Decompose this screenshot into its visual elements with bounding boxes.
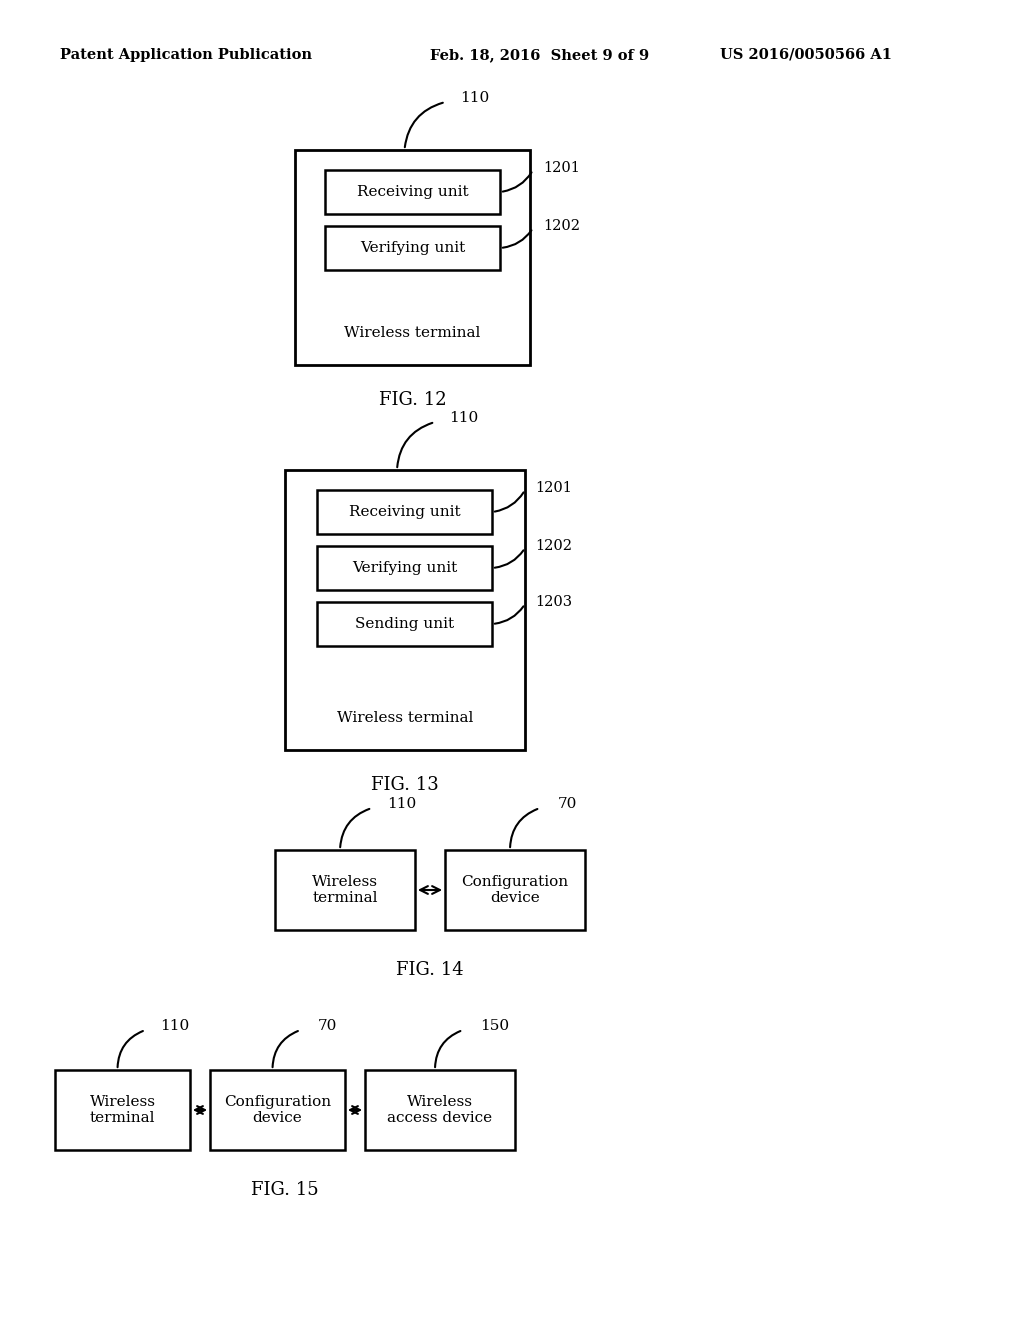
Text: 110: 110 <box>460 91 489 106</box>
Text: 1202: 1202 <box>536 539 572 553</box>
Text: 1202: 1202 <box>544 219 581 234</box>
Text: 70: 70 <box>557 797 577 810</box>
Text: 110: 110 <box>387 797 417 810</box>
Bar <box>210 1071 345 1150</box>
Bar <box>325 226 500 271</box>
Text: 1201: 1201 <box>544 161 581 176</box>
Text: Wireless
access device: Wireless access device <box>387 1094 493 1125</box>
Bar <box>275 850 415 931</box>
Text: FIG. 14: FIG. 14 <box>396 961 464 979</box>
Text: Sending unit: Sending unit <box>355 616 454 631</box>
Bar <box>365 1071 515 1150</box>
Text: 1203: 1203 <box>536 595 572 609</box>
Text: Wireless terminal: Wireless terminal <box>344 326 480 341</box>
Text: Verifying unit: Verifying unit <box>352 561 457 576</box>
Bar <box>317 602 492 645</box>
Bar <box>445 850 585 931</box>
Bar <box>285 470 525 750</box>
Text: 110: 110 <box>450 411 478 425</box>
Text: Wireless
terminal: Wireless terminal <box>89 1094 156 1125</box>
Text: Configuration
device: Configuration device <box>462 875 568 906</box>
Text: Receiving unit: Receiving unit <box>349 506 461 519</box>
Bar <box>325 170 500 214</box>
Text: Configuration
device: Configuration device <box>224 1094 331 1125</box>
Bar <box>317 546 492 590</box>
Text: 70: 70 <box>317 1019 337 1034</box>
Text: US 2016/0050566 A1: US 2016/0050566 A1 <box>720 48 892 62</box>
Text: Feb. 18, 2016  Sheet 9 of 9: Feb. 18, 2016 Sheet 9 of 9 <box>430 48 649 62</box>
Text: FIG. 12: FIG. 12 <box>379 391 446 409</box>
Text: Patent Application Publication: Patent Application Publication <box>60 48 312 62</box>
Text: Wireless
terminal: Wireless terminal <box>312 875 378 906</box>
Text: FIG. 13: FIG. 13 <box>371 776 439 795</box>
Text: Receiving unit: Receiving unit <box>356 185 468 199</box>
Bar <box>295 150 530 366</box>
Bar <box>55 1071 190 1150</box>
Text: 1201: 1201 <box>536 480 572 495</box>
Text: Verifying unit: Verifying unit <box>359 242 465 255</box>
Bar <box>317 490 492 535</box>
Text: Wireless terminal: Wireless terminal <box>337 711 473 725</box>
Text: FIG. 15: FIG. 15 <box>251 1181 318 1199</box>
Text: 150: 150 <box>480 1019 510 1034</box>
Text: 110: 110 <box>160 1019 189 1034</box>
